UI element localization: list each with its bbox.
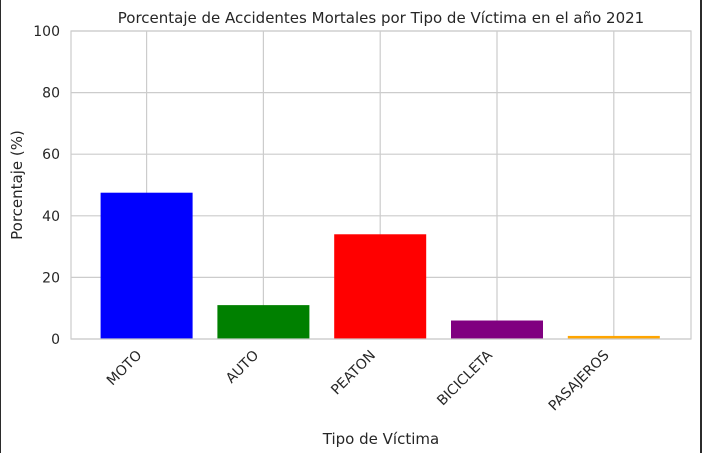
y-tick-label: 40: [42, 209, 60, 225]
y-axis-label: Porcentaje (%): [8, 130, 26, 240]
y-tick-label: 100: [33, 24, 60, 40]
y-tick-label: 60: [42, 147, 60, 163]
plot-area-border: [70, 30, 692, 340]
x-tick-label: AUTO: [223, 348, 262, 387]
x-tick-label: PASAJEROS: [546, 347, 613, 414]
x-tick-label: PEATON: [328, 348, 379, 399]
x-axis-label: Tipo de Víctima: [322, 430, 439, 448]
y-tick-labels: 0 20 40 60 80 100: [33, 24, 60, 348]
bar-bicicleta: [451, 320, 543, 339]
bar-peaton: [334, 234, 427, 339]
bar-pasajeros: [567, 335, 660, 339]
bar-moto: [100, 192, 193, 339]
y-tick-label: 0: [51, 332, 60, 348]
x-tick-label: BICICLETA: [434, 347, 496, 409]
y-tick-label: 20: [42, 270, 60, 286]
y-tick-label: 80: [42, 86, 60, 102]
chart-title: Porcentaje de Accidentes Mortales por Ti…: [118, 9, 644, 27]
bar-auto: [217, 305, 310, 339]
bars: [100, 192, 660, 339]
x-tick-labels: MOTO AUTO PEATON BICICLETA PASAJEROS: [104, 347, 613, 414]
x-tick-label: MOTO: [104, 348, 145, 389]
